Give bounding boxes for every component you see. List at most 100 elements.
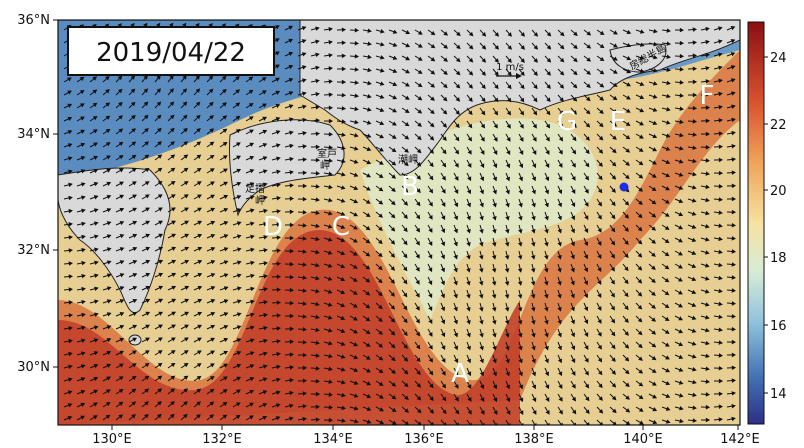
current-vector-head: [68, 208, 73, 214]
current-vector-head: [440, 306, 446, 312]
current-vector-head: [340, 367, 346, 372]
current-vector-head: [692, 145, 697, 151]
current-vector-head: [505, 333, 510, 338]
current-vector-head: [145, 311, 151, 316]
current-vector-head: [718, 417, 723, 422]
current-vector-head: [625, 121, 631, 127]
current-vector-head: [705, 237, 710, 242]
current-vector-head: [119, 350, 125, 355]
current-vector-head: [531, 215, 536, 221]
current-vector-head: [184, 246, 190, 251]
current-vector-head: [665, 342, 670, 347]
current-vector-head: [367, 28, 372, 34]
current-vector-head: [144, 128, 149, 133]
current-vector-head: [263, 274, 268, 279]
current-vector-head: [222, 414, 228, 419]
current-vector-head: [263, 338, 268, 344]
current-vector-head: [612, 82, 618, 87]
current-vector-head: [276, 390, 281, 395]
current-vector-head: [81, 286, 86, 292]
current-vector-head: [68, 338, 73, 344]
current-vector-head: [157, 375, 163, 380]
current-vector-head: [505, 345, 510, 351]
current-vector-head: [315, 288, 320, 294]
current-vector-head: [130, 75, 136, 80]
current-vector-head: [692, 185, 697, 190]
place-muroto: 室戸: [317, 147, 337, 160]
current-vector-head: [182, 22, 187, 28]
current-vector-head: [679, 418, 684, 424]
current-vector-head: [390, 330, 396, 336]
current-vector-head: [624, 318, 629, 324]
current-vector-head: [705, 197, 710, 203]
current-vector-head: [637, 279, 643, 284]
current-vector-head: [570, 215, 576, 221]
current-vector-head: [428, 293, 433, 299]
current-vector-head: [520, 58, 525, 63]
current-vector-head: [585, 96, 591, 102]
current-vector-head: [626, 95, 631, 100]
current-vector-head: [379, 134, 385, 139]
current-vector-head: [557, 241, 562, 247]
current-vector-head: [67, 103, 73, 108]
current-vector-head: [731, 130, 736, 136]
current-vector-head: [223, 234, 229, 239]
current-vector-head: [341, 106, 347, 111]
current-vector-head: [378, 304, 383, 310]
current-vector-head: [718, 65, 723, 70]
current-vector-head: [182, 114, 188, 120]
current-vector-head: [570, 345, 576, 351]
current-vector-head: [520, 71, 525, 77]
current-vector-head: [236, 195, 242, 200]
current-vector-head: [664, 212, 670, 217]
current-vector-head: [392, 81, 398, 87]
current-vector-head: [573, 31, 578, 36]
current-vector-head: [731, 288, 737, 293]
current-vector-head: [441, 358, 446, 363]
current-vector-head: [573, 44, 578, 50]
current-vector-head: [586, 57, 592, 62]
current-vector-head: [170, 194, 176, 199]
current-vector-head: [679, 80, 685, 85]
current-vector-head: [288, 104, 294, 109]
current-vector-head: [599, 83, 605, 88]
current-vector-head: [67, 390, 73, 395]
current-vector-head: [223, 273, 229, 278]
current-vector-head: [184, 298, 190, 303]
current-vector-head: [403, 201, 408, 206]
current-vector-head: [692, 418, 697, 423]
current-vector-head: [637, 213, 643, 219]
current-vector-head: [391, 382, 397, 387]
y-tick-label: 30°N: [17, 360, 50, 375]
current-vector-head: [428, 201, 433, 207]
current-vector-head: [340, 185, 346, 190]
current-vector-head: [598, 162, 603, 167]
current-vector-head: [315, 39, 320, 44]
current-vector-head: [403, 305, 408, 311]
current-vector-head: [289, 143, 294, 149]
current-vector-head: [249, 155, 255, 161]
current-vector: [492, 419, 497, 425]
current-vector-head: [119, 247, 125, 252]
current-vector-head: [208, 75, 214, 81]
current-vector-head: [223, 299, 229, 304]
current-vector-head: [664, 290, 670, 296]
current-vector-head: [248, 103, 254, 108]
current-vector-head: [392, 108, 397, 113]
current-vector-head: [223, 207, 229, 213]
current-vector-head: [67, 143, 73, 148]
current-vector-head: [705, 39, 710, 45]
current-vector-head: [504, 307, 510, 312]
current-vector-head: [597, 332, 602, 337]
current-vector-head: [611, 344, 616, 350]
current-vector-head: [624, 344, 630, 349]
current-vector-head: [380, 42, 385, 47]
current-vector-head: [599, 96, 605, 101]
current-vector-head: [611, 357, 616, 363]
current-vector-head: [184, 324, 189, 329]
current-vector-head: [492, 320, 497, 325]
current-vector-head: [731, 104, 736, 109]
current-vector-head: [106, 273, 112, 278]
current-vector-head: [520, 32, 525, 37]
